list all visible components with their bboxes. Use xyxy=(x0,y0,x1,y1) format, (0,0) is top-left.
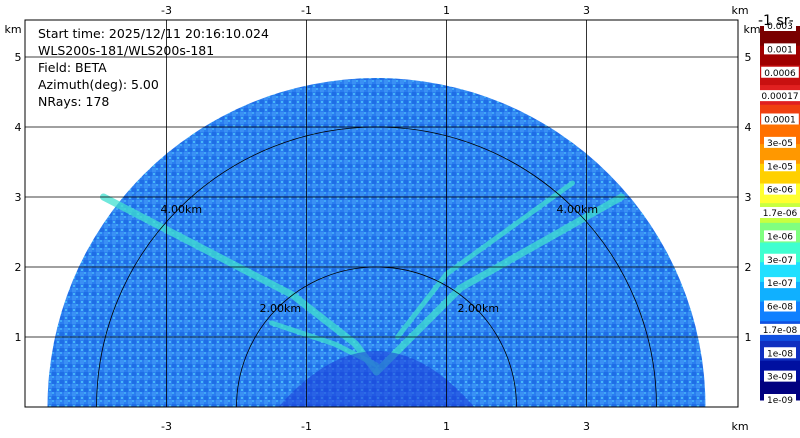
y-tick-right: 2 xyxy=(745,261,752,274)
colorbar-label: 1e-09 xyxy=(764,394,796,406)
svg-text:1e-07: 1e-07 xyxy=(767,279,793,289)
x-tick-top: 1 xyxy=(443,4,450,17)
svg-text:0.003: 0.003 xyxy=(767,22,793,32)
range-ring-label: 4.00km xyxy=(161,203,203,216)
colorbar-label: 0.0001 xyxy=(761,113,799,126)
colorbar-label: 3e-09 xyxy=(764,370,796,383)
rhi-data-sector xyxy=(47,78,706,407)
colorbar-label: 0.003 xyxy=(764,20,796,32)
colorbar-label: 3e-07 xyxy=(764,253,796,266)
y-tick-right: 3 xyxy=(745,191,752,204)
x-tick-top: 3 xyxy=(583,4,590,17)
svg-text:1e-09: 1e-09 xyxy=(767,396,793,406)
y-tick-left: 1 xyxy=(15,331,22,344)
svg-text:1.7e-08: 1.7e-08 xyxy=(763,326,798,336)
colorbar-label: 1e-08 xyxy=(764,347,796,359)
x-unit-label: km xyxy=(731,4,748,17)
aerosol-plumes xyxy=(100,180,625,407)
svg-text:3e-09: 3e-09 xyxy=(767,373,793,383)
svg-text:1e-06: 1e-06 xyxy=(767,232,793,242)
x-tick-bottom: 3 xyxy=(583,420,590,433)
range-ring-labels: 2.00km 2.00km 4.00km 4.00km xyxy=(161,203,599,315)
colorbar-label: 0.0006 xyxy=(761,66,799,79)
x-tick-top: -1 xyxy=(301,4,312,17)
svg-text:6e-08: 6e-08 xyxy=(767,303,793,313)
svg-text:0.001: 0.001 xyxy=(767,45,793,55)
svg-text:1e-05: 1e-05 xyxy=(767,162,793,172)
colorbar: 0.003 0.001 0.0006 0.00017 0.0001 3e-05 1e-05 6… xyxy=(758,20,800,406)
svg-text:6e-06: 6e-06 xyxy=(767,186,793,196)
instrument-text: WLS200s-181/WLS200s-181 xyxy=(38,43,215,58)
svg-text:1e-08: 1e-08 xyxy=(767,349,793,359)
y-tick-left: 4 xyxy=(15,121,22,134)
colorbar-label: 1e-06 xyxy=(764,230,796,242)
svg-text:0.0006: 0.0006 xyxy=(764,69,796,79)
x-tick-top: -3 xyxy=(161,4,172,17)
svg-text:3e-05: 3e-05 xyxy=(767,139,793,149)
x-tick-bottom: 1 xyxy=(443,420,450,433)
y-unit-label: km xyxy=(743,23,760,36)
field-text: Field: BETA xyxy=(38,60,107,75)
y-unit-label: km xyxy=(4,23,21,36)
info-box: Start time: 2025/12/11 20:16:10.024 WLS2… xyxy=(38,25,269,110)
x-tick-bottom: -3 xyxy=(161,420,172,433)
svg-text:3e-07: 3e-07 xyxy=(767,256,793,266)
range-ring-label: 4.00km xyxy=(556,203,598,216)
x-tick-bottom: -1 xyxy=(301,420,312,433)
range-ring-label: 2.00km xyxy=(260,302,302,315)
plot-frame xyxy=(24,19,739,408)
colorbar-label: 3e-05 xyxy=(764,136,796,149)
colorbar-label: 6e-08 xyxy=(764,300,796,313)
azimuth-text: Azimuth(deg): 5.00 xyxy=(38,77,159,92)
nrays-text: NRays: 178 xyxy=(38,94,110,109)
grid-lines xyxy=(25,20,738,407)
range-ring-label: 2.00km xyxy=(457,302,499,315)
colorbar-label: 0.00017 xyxy=(758,90,800,102)
axis-ticks: -3 -3 -1 -1 1 1 3 3 1 1 2 2 3 3 4 4 5 5 km km km km xyxy=(4,4,760,433)
y-tick-right: 5 xyxy=(745,51,752,64)
colorbar-title: -1 sr- xyxy=(758,13,794,29)
y-tick-left: 2 xyxy=(15,261,22,274)
near-field-region xyxy=(278,351,475,407)
colorbar-label: 0.001 xyxy=(764,43,796,55)
svg-text:1.7e-06: 1.7e-06 xyxy=(763,209,798,219)
svg-text:0.00017: 0.00017 xyxy=(761,92,798,102)
start-time-text: Start time: 2025/12/11 20:16:10.024 xyxy=(38,26,269,41)
colorbar-label: 1e-05 xyxy=(764,160,796,172)
colorbar-swatch xyxy=(760,26,800,47)
colorbar-label: 6e-06 xyxy=(764,183,796,196)
y-tick-left: 5 xyxy=(15,51,22,64)
colorbar-label: 1.7e-06 xyxy=(758,207,800,219)
colorbar-label: 1e-07 xyxy=(764,277,796,289)
svg-text:0.0001: 0.0001 xyxy=(764,116,796,126)
colorbar-label: 1.7e-08 xyxy=(758,323,800,336)
x-unit-label: km xyxy=(731,420,748,433)
y-tick-right: 1 xyxy=(745,331,752,344)
colorbar-swatch xyxy=(760,144,800,165)
y-tick-right: 4 xyxy=(745,121,752,134)
y-tick-left: 3 xyxy=(15,191,22,204)
